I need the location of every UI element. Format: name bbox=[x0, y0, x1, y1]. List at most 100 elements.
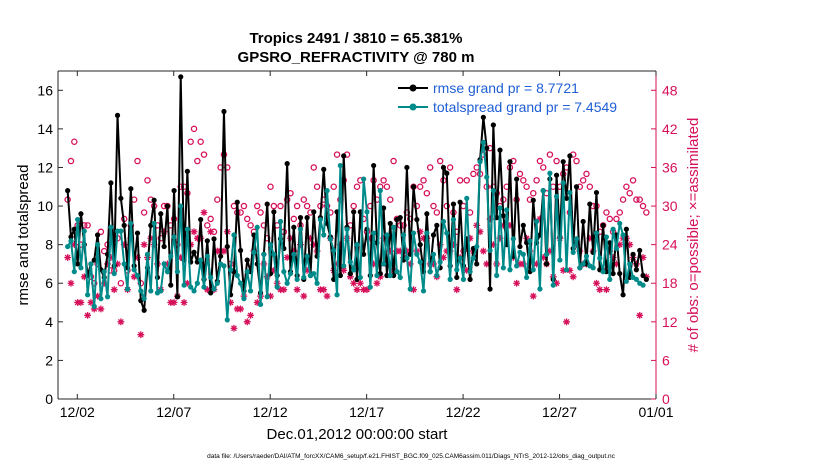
totalspread-point bbox=[301, 274, 307, 281]
obs-assimilated-point bbox=[107, 254, 115, 261]
totalspread-point bbox=[361, 176, 367, 182]
obs-possible-point bbox=[243, 215, 251, 223]
obs-assimilated-point bbox=[270, 266, 278, 274]
totalspread-point bbox=[487, 247, 493, 254]
obs-possible-point bbox=[423, 189, 431, 197]
obs-assimilated-point bbox=[496, 234, 504, 242]
obs-assimilated-point bbox=[307, 234, 314, 242]
totalspread-point bbox=[397, 274, 403, 281]
totalspread-point bbox=[593, 230, 600, 236]
obs-assimilated-point bbox=[134, 254, 141, 261]
obs-assimilated-point bbox=[303, 266, 311, 274]
totalspread-point bbox=[514, 263, 520, 269]
totalspread-point bbox=[234, 272, 240, 279]
rmse-point bbox=[440, 164, 447, 171]
x-tick-label: 12/17 bbox=[349, 404, 384, 420]
totalspread-point bbox=[583, 253, 590, 259]
obs-possible-point bbox=[390, 157, 397, 165]
obs-possible-point bbox=[639, 202, 647, 210]
obs-assimilated-point bbox=[373, 279, 381, 287]
totalspread-point bbox=[577, 265, 583, 271]
obs-assimilated-point bbox=[120, 241, 128, 249]
rmse-point bbox=[637, 247, 643, 254]
rmse-point bbox=[444, 170, 450, 176]
obs-assimilated-point bbox=[290, 247, 298, 255]
rmse-point bbox=[514, 176, 520, 182]
totalspread-point bbox=[560, 180, 566, 186]
obs-assimilated-point bbox=[479, 247, 487, 255]
obs-possible-point bbox=[613, 215, 620, 223]
obs-assimilated-point bbox=[546, 247, 554, 255]
obs-possible-point bbox=[267, 183, 274, 191]
obs-assimilated-point bbox=[197, 234, 205, 242]
obs-assimilated-point bbox=[380, 234, 388, 242]
obs-possible-point bbox=[573, 157, 580, 165]
obs-possible-point bbox=[353, 183, 361, 191]
obs-assimilated-point bbox=[603, 286, 610, 294]
totalspread-point bbox=[124, 286, 131, 292]
totalspread-point bbox=[484, 174, 490, 180]
totalspread-point bbox=[427, 269, 433, 275]
y-axis-right-label: # of obs: o=possible; ×=assimilated bbox=[685, 118, 702, 353]
obs-assimilated-point bbox=[586, 234, 594, 242]
obs-assimilated-point bbox=[353, 286, 361, 294]
totalspread-point bbox=[327, 236, 333, 242]
obs-possible-point bbox=[606, 215, 614, 223]
totalspread-point bbox=[470, 255, 477, 261]
totalspread-point bbox=[121, 261, 127, 267]
totalspread-point bbox=[151, 220, 157, 227]
totalspread-point bbox=[573, 236, 580, 242]
obs-possible-point bbox=[350, 202, 357, 210]
rmse-point bbox=[457, 199, 463, 205]
rmse-point bbox=[284, 161, 290, 167]
obs-assimilated-point bbox=[626, 241, 634, 249]
obs-possible-point bbox=[456, 177, 464, 184]
obs-possible-point bbox=[420, 177, 427, 184]
obs-assimilated-point bbox=[506, 221, 514, 229]
totalspread-point bbox=[164, 269, 171, 275]
obs-possible-point bbox=[426, 164, 434, 171]
rmse-point bbox=[580, 218, 586, 225]
totalspread-point bbox=[148, 288, 154, 294]
rmse-point bbox=[381, 205, 387, 211]
totalspread-point bbox=[633, 276, 639, 282]
rmse-point bbox=[68, 234, 74, 240]
totalspread-point bbox=[371, 230, 377, 236]
totalspread-point bbox=[640, 282, 646, 288]
y-tick-label: 14 bbox=[37, 121, 53, 137]
totalspread-point bbox=[244, 269, 250, 275]
rmse-point bbox=[108, 180, 114, 186]
obs-assimilated-point bbox=[350, 279, 358, 287]
obs-assimilated-point bbox=[519, 260, 527, 268]
obs-assimilated-point bbox=[110, 286, 118, 294]
totalspread-point bbox=[128, 220, 134, 227]
rmse-point bbox=[454, 274, 460, 281]
totalspread-point bbox=[294, 276, 300, 282]
obs-possible-point bbox=[446, 164, 454, 171]
obs-assimilated-point bbox=[386, 247, 394, 255]
obs-possible-point bbox=[586, 183, 594, 191]
obs-possible-point bbox=[310, 164, 318, 171]
rmse-point bbox=[128, 186, 134, 192]
totalspread-point bbox=[557, 257, 563, 263]
totalspread-point bbox=[181, 282, 187, 288]
rmse-point bbox=[484, 145, 490, 151]
totalspread-point bbox=[194, 280, 200, 286]
rmse-point bbox=[490, 122, 496, 128]
totalspread-point bbox=[617, 220, 623, 227]
obs-possible-point bbox=[247, 222, 254, 229]
rmse-point bbox=[71, 226, 77, 232]
obs-assimilated-point bbox=[559, 266, 567, 274]
obs-possible-point bbox=[71, 138, 78, 145]
x-tick-label: 01/01 bbox=[638, 404, 673, 420]
obs-assimilated-point bbox=[440, 254, 447, 261]
obs-possible-point bbox=[333, 151, 341, 158]
totalspread-point bbox=[580, 261, 586, 267]
obs-possible-point bbox=[253, 202, 261, 210]
rmse-point bbox=[563, 195, 570, 201]
totalspread-point bbox=[520, 251, 526, 257]
rmse-point bbox=[434, 222, 440, 228]
obs-assimilated-point bbox=[463, 266, 471, 274]
obs-possible-point bbox=[204, 222, 211, 229]
obs-possible-point bbox=[380, 177, 387, 184]
